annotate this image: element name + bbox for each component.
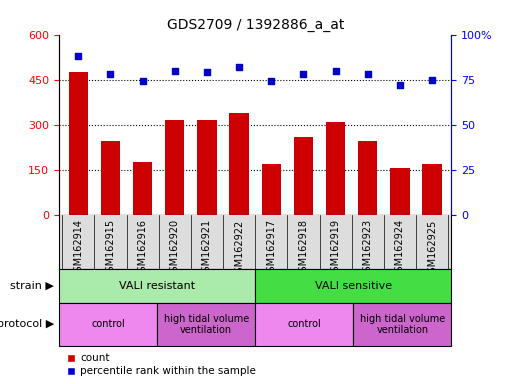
Point [300,71,308,77]
Text: GSM162925: GSM162925 [427,219,437,278]
Text: GSM162923: GSM162923 [363,219,373,278]
Point [139,78,147,84]
Bar [423,164,442,215]
Text: VALI resistant: VALI resistant [119,281,195,291]
Point [235,64,243,70]
Text: GSM162924: GSM162924 [395,219,405,278]
Bar [326,122,345,215]
Bar [390,167,409,215]
Text: GSM162919: GSM162919 [331,219,341,278]
Point [171,68,179,74]
Text: GSM162918: GSM162918 [299,219,308,278]
Text: GSM162914: GSM162914 [73,219,83,278]
Point [203,70,211,76]
Text: GSM162915: GSM162915 [106,219,115,278]
Text: control: control [91,319,125,329]
Bar [133,162,152,215]
Point [428,77,436,83]
Text: high tidal volume
ventilation: high tidal volume ventilation [164,314,249,335]
Text: protocol ▶: protocol ▶ [0,319,54,329]
Bar [69,72,88,215]
Bar [198,120,216,215]
Bar [101,141,120,215]
Point [396,82,404,88]
Title: GDS2709 / 1392886_a_at: GDS2709 / 1392886_a_at [167,18,344,32]
Text: GSM162921: GSM162921 [202,219,212,278]
Bar [157,303,255,346]
Bar [59,269,255,303]
Point [331,68,340,74]
Bar [255,269,451,303]
Text: VALI sensitive: VALI sensitive [315,281,392,291]
Bar [353,303,451,346]
Bar [229,113,249,215]
Text: high tidal volume
ventilation: high tidal volume ventilation [360,314,445,335]
Bar [358,141,378,215]
Bar [262,164,281,215]
Text: control: control [287,319,321,329]
Bar [294,137,313,215]
Bar [59,303,157,346]
Bar [255,303,353,346]
Point [267,78,275,84]
Point [364,71,372,77]
Text: GSM162916: GSM162916 [137,219,148,278]
Point [106,71,114,77]
Point [74,53,83,59]
Text: strain ▶: strain ▶ [10,281,54,291]
Bar [165,120,185,215]
Text: GSM162922: GSM162922 [234,219,244,278]
Legend: count, percentile rank within the sample: count, percentile rank within the sample [62,349,261,381]
Text: GSM162917: GSM162917 [266,219,277,278]
Text: GSM162920: GSM162920 [170,219,180,278]
